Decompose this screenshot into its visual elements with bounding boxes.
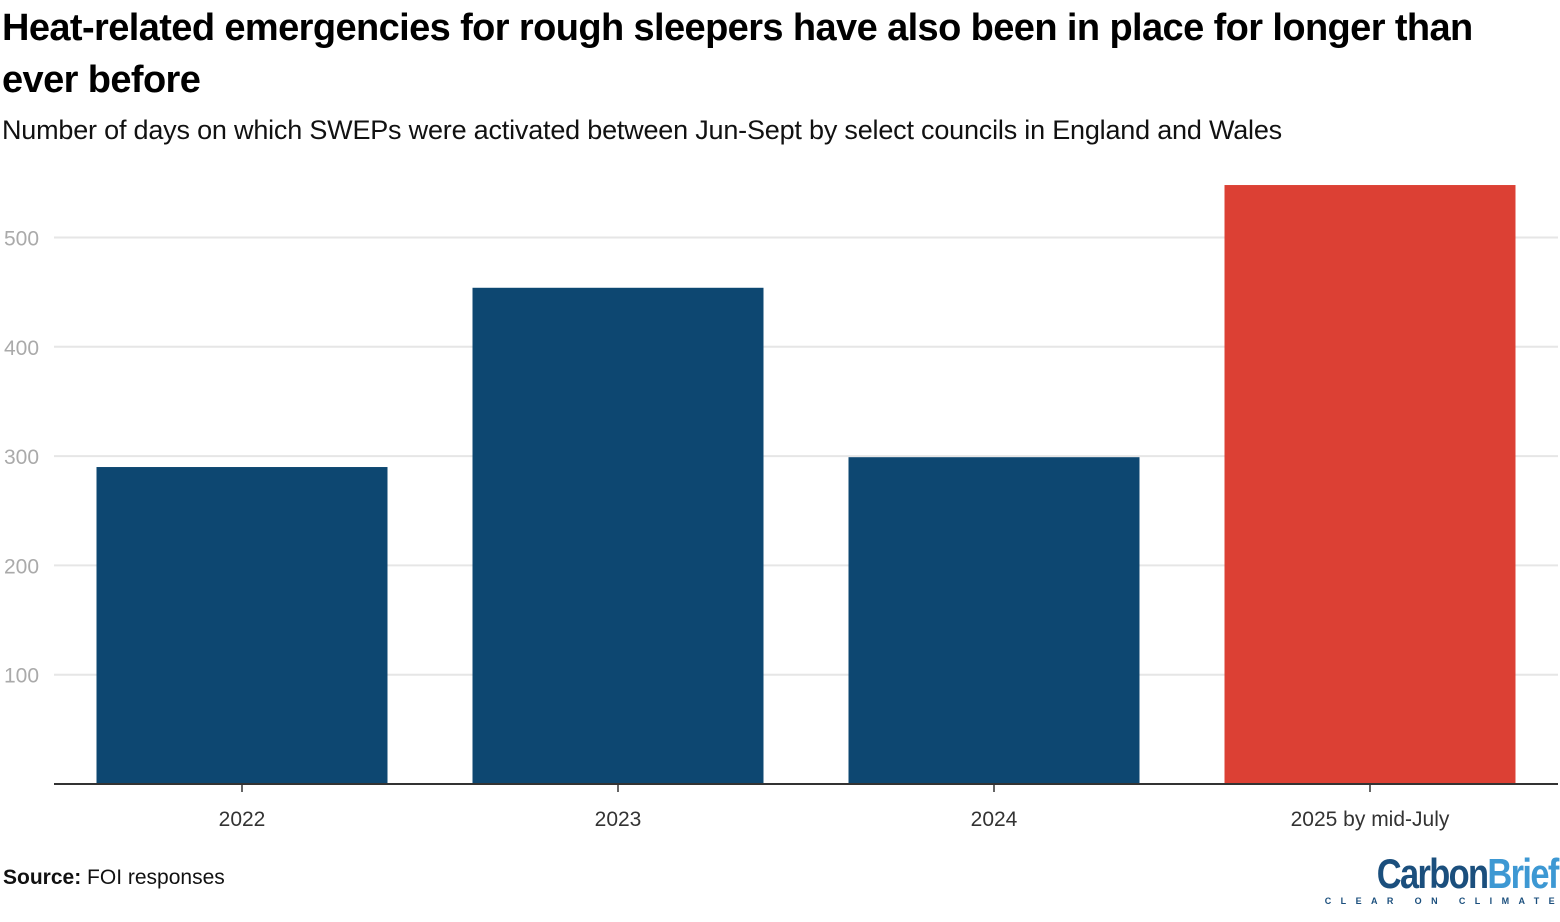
chart-subtitle: Number of days on which SWEPs were activ… [2, 115, 1282, 145]
source-text: FOI responses [87, 866, 225, 889]
bar-chart: 100 200 300 400 500 2022 2023 2024 2025 by mid-… [4, 185, 1558, 831]
bar-2025-by-mid-july [1224, 185, 1516, 784]
source-label: Source: [3, 866, 82, 889]
y-tick-label-400: 400 [4, 337, 39, 360]
carbon-brief-logo: CarbonBrief CLEAR ON CLIMATE [1324, 850, 1560, 907]
logo-brief: Brief [1487, 850, 1560, 897]
x-tick-label-1: 2023 [595, 808, 642, 831]
logo-carbon: Carbon [1377, 850, 1489, 897]
x-tick-label-2: 2024 [971, 808, 1018, 831]
y-tick-label-100: 100 [4, 665, 39, 688]
logo-tagline: CLEAR ON CLIMATE [1324, 896, 1560, 906]
x-tick-label-3: 2025 by mid-July [1291, 808, 1450, 831]
bar-2022 [96, 467, 388, 784]
bar-2024 [848, 457, 1140, 784]
chart-title: Heat-related emergencies for rough sleep… [2, 7, 1473, 101]
y-tick-label-300: 300 [4, 446, 39, 469]
y-tick-label-500: 500 [4, 228, 39, 251]
y-axis-ticks: 100 200 300 400 500 [4, 228, 39, 688]
logo-wordmark: CarbonBrief [1377, 850, 1560, 897]
x-axis: 2022 2023 2024 2025 by mid-July [54, 783, 1558, 831]
y-tick-label-200: 200 [4, 555, 39, 578]
bars [96, 185, 1516, 784]
bar-2023 [472, 287, 764, 784]
x-tick-label-0: 2022 [219, 808, 266, 831]
source-note: Source: FOI responses [3, 866, 225, 890]
